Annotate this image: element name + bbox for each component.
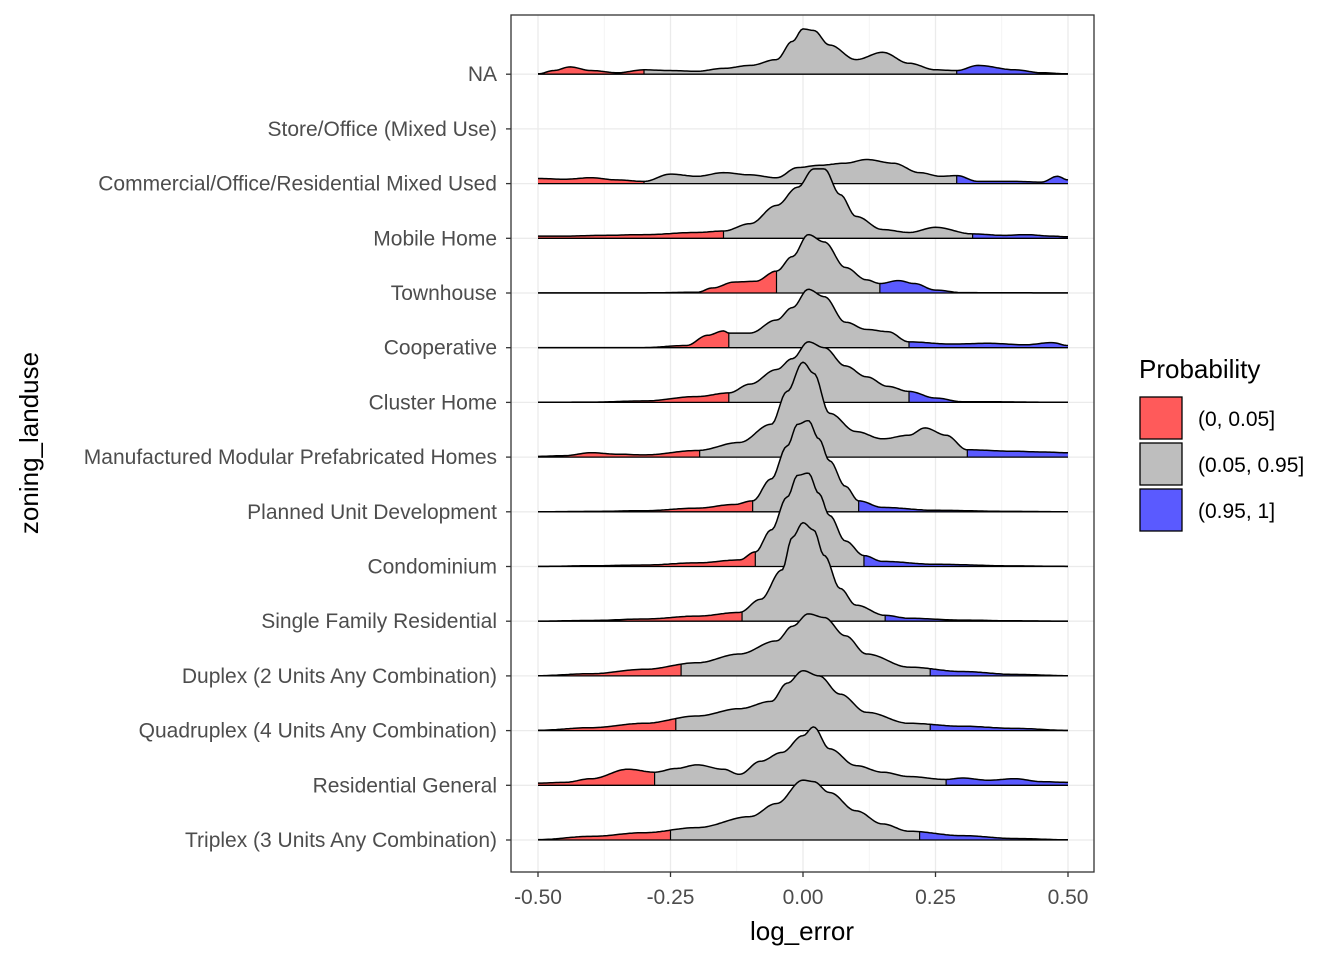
ridge-outline [538,361,1068,458]
x-tick-label: -0.25 [647,886,695,909]
ridge-outline [537,28,1068,75]
y-tick-label: Cluster Home [369,391,497,414]
ridge-area-high [909,341,1068,348]
legend-key [1139,442,1183,486]
y-tick-label: Store/Office (Mixed Use) [267,118,497,141]
ridge [538,168,1068,239]
ridge-area-low [538,664,682,676]
x-tick-label: -0.50 [514,886,562,909]
y-tick-label: Duplex (2 Units Any Combination) [182,665,497,688]
ridge-area-mid [755,473,864,567]
x-axis-title: log_error [750,916,854,946]
ridge [538,669,1068,732]
x-tick-label: 0.25 [915,886,956,909]
ridge-area-mid [644,159,957,184]
x-tick-label: 0.00 [783,886,824,909]
ridge-area-high [879,280,1068,293]
ridge-area-mid [742,522,886,622]
y-tick-label: Planned Unit Development [247,501,497,524]
legend-title: Probability [1139,354,1260,384]
ridge-area-mid [699,362,968,458]
ridge-area-low [538,450,700,458]
ridge-area-low [538,611,742,622]
legend-label: (0.05, 0.95] [1198,454,1304,477]
ridge [538,361,1068,458]
legend-key [1139,488,1183,532]
ridge-outline [538,158,1069,183]
ridge-outline [538,779,1068,841]
ridge-area-mid [723,168,973,239]
ridge-outline [538,472,1068,568]
ridge-area-mid [776,234,880,293]
ridge-area-mid [681,613,931,676]
ridge-outline [538,669,1068,732]
y-tick-label: Townhouse [391,282,497,305]
ridge [538,288,1069,349]
y-tick-label: Mobile Home [373,227,497,250]
ridge [538,613,1068,677]
x-axis: -0.50 -0.25 0.00 0.25 0.50 [514,872,1088,909]
y-tick-label: Cooperative [384,337,497,360]
y-tick-label: Residential General [313,774,497,797]
y-tick-label: Condominium [367,556,497,579]
ridge-area-high [972,233,1068,239]
y-tick-label: Quadruplex (4 Units Any Combination) [139,720,497,743]
y-axis: Triplex (3 Units Any Combination) Residen… [84,63,511,852]
ridges [537,28,1069,841]
y-tick-label: Triplex (3 Units Any Combination) [185,829,497,852]
ridge-area-mid [728,289,909,348]
ridge-area-low [538,392,729,403]
y-tick-label: Commercial/Office/Residential Mixed Used [98,173,497,196]
ridge-area-high [909,391,1068,403]
ridge-area-mid [728,341,909,403]
ridge-area-high [885,615,1068,622]
y-tick-label: Single Family Residential [261,610,497,633]
y-tick-label: NA [468,63,497,86]
ridge-outline [538,168,1068,238]
legend-label: (0.95, 1] [1198,500,1275,523]
ridge-area-mid [675,670,931,731]
y-axis-title: zoning_landuse [14,352,44,534]
ridge-area-mid [752,420,859,512]
ridge [538,779,1068,841]
y-tick-label: Manufactured Modular Prefabricated Homes [84,446,497,469]
legend-key [1139,396,1183,440]
ridge-area-low [538,718,676,731]
legend-label: (0, 0.05] [1198,408,1275,431]
ridge-outline [538,613,1068,677]
ridge-outline [538,341,1068,404]
ridge [537,28,1068,75]
ridge-area-low [538,769,655,786]
ridge-area-high [919,831,1068,840]
legend: Probability (0, 0.05] (0.05, 0.95] (0.95, … [1139,354,1304,532]
ridge-area-high [967,449,1068,458]
ridge-area-high [930,668,1068,676]
ridge-area-high [858,500,1068,512]
ridge [538,233,1068,294]
ridge-outline [538,521,1068,622]
x-tick-label: 0.50 [1048,886,1089,909]
ridge-area-low [538,500,753,512]
ridge-outline [538,726,1068,784]
ridge-area-mid [644,28,957,75]
ridge-outline [538,419,1068,513]
ridge-area-mid [670,780,920,840]
ridge-area-low [538,330,729,348]
